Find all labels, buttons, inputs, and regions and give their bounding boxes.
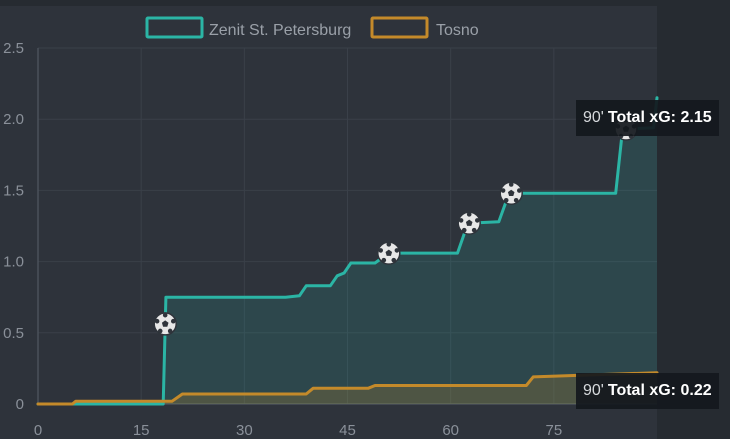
goal-ball-icon[interactable] — [457, 211, 481, 235]
y-axis-ticks: 0 0.5 1.0 1.5 2.0 2.5 — [3, 40, 24, 413]
series-lines — [36, 96, 659, 406]
tooltip-label: Total xG: — [607, 382, 677, 399]
legend[interactable]: Zenit St. Petersburg Tosno — [145, 16, 479, 39]
tooltip-tosno-total: 90' Total xG: 0.22 — [576, 373, 719, 409]
tooltip-minute: 90' — [583, 382, 604, 399]
right-panel — [657, 0, 730, 439]
area-zenit — [38, 97, 657, 405]
goal-ball-icon[interactable] — [377, 241, 401, 265]
tooltip-value: 0.22 — [680, 382, 712, 399]
legend-swatch-tosno[interactable] — [370, 16, 429, 39]
line-zenit[interactable] — [36, 96, 659, 406]
legend-label-zenit[interactable]: Zenit St. Petersburg — [209, 22, 351, 39]
x-axis-ticks: 0 15 30 45 60 75 — [34, 422, 562, 439]
goal-ball-icon[interactable] — [153, 312, 177, 336]
y-tick-label: 2.5 — [3, 40, 24, 57]
x-tick-label: 30 — [236, 422, 253, 439]
y-tick-label: 1.0 — [3, 254, 24, 271]
legend-label-tosno[interactable]: Tosno — [436, 22, 479, 39]
y-tick-label: 2.0 — [3, 111, 24, 128]
top-border — [0, 0, 660, 6]
legend-swatch-zenit[interactable] — [145, 16, 204, 39]
tooltip-label: Total xG: — [607, 109, 677, 126]
tooltip-zenit-total: 90' Total xG: 2.15 — [576, 100, 719, 136]
x-tick-label: 75 — [545, 422, 562, 439]
y-tick-label: 1.5 — [3, 182, 24, 199]
y-tick-label: 0.5 — [3, 325, 24, 342]
line-tosno[interactable] — [36, 371, 659, 406]
x-tick-label: 60 — [442, 422, 459, 439]
goal-ball-icon[interactable] — [499, 181, 523, 205]
x-tick-label: 45 — [339, 422, 356, 439]
tooltip-minute: 90' — [583, 109, 604, 126]
x-tick-label: 15 — [133, 422, 150, 439]
tooltip-value: 2.15 — [680, 109, 712, 126]
x-tick-label: 0 — [34, 422, 42, 439]
y-tick-label: 0 — [16, 396, 24, 413]
